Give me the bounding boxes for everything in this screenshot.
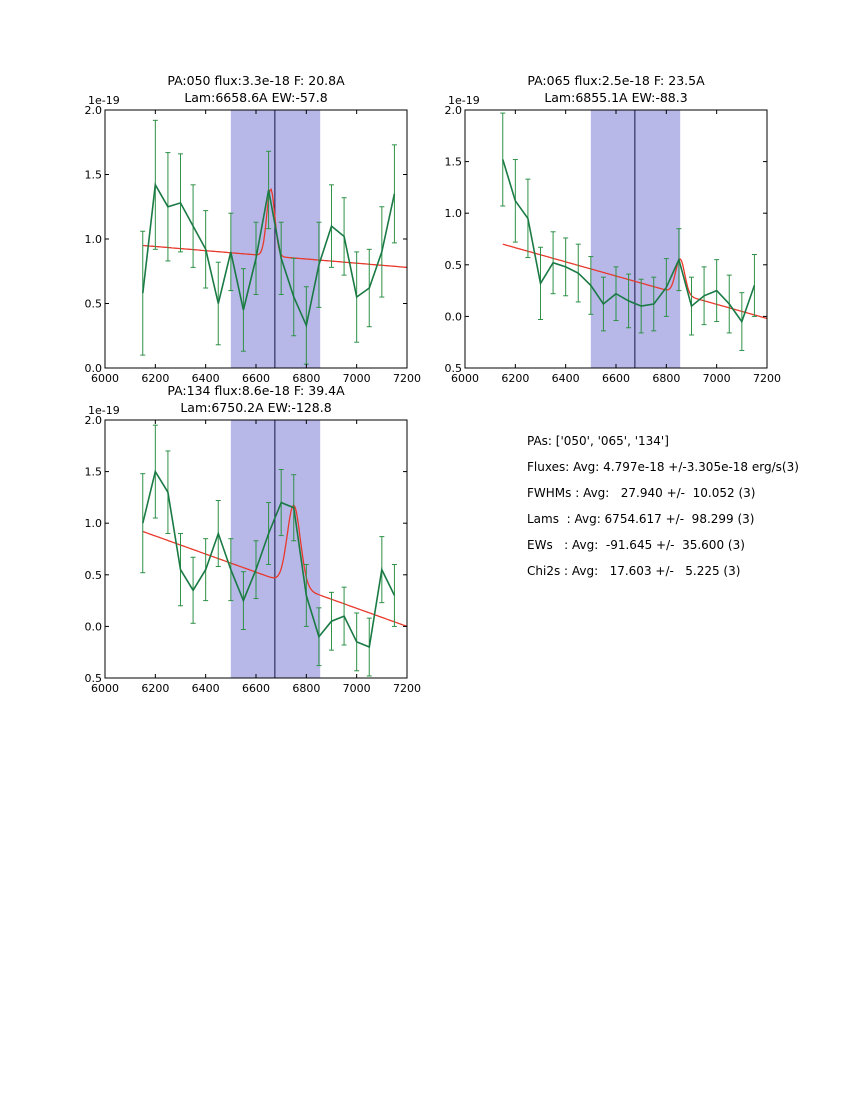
y-offset-label: 1e-19: [448, 94, 480, 107]
summary-line-fluxes: Fluxes: Avg: 4.797e-18 +/-3.305e-18 erg/…: [527, 460, 799, 474]
chart-pa134-svg: 6000 6200 6400 6600 6800 7000 7200 −0.5 0.0 0.5 1.…: [75, 383, 421, 695]
y-tick-label: −0.5: [85, 672, 102, 685]
chart-pa050-svg: 6000 6200 6400 6600 6800 7000 7200 0.0 0.5 1.0 1.5…: [85, 73, 422, 385]
x-tick-label: 6600: [242, 682, 270, 695]
summary-line-lams: Lams : Avg: 6754.617 +/- 98.299 (3): [527, 512, 755, 526]
y-tick-label: 1.5: [85, 466, 102, 479]
chart-title-line2: Lam:6658.6A EW:-57.8: [184, 90, 327, 105]
x-tick-label: 6800: [652, 372, 680, 385]
x-tick-label: 6800: [292, 372, 320, 385]
x-tick-label: 6400: [192, 372, 220, 385]
continuum-fit-line: [502, 243, 768, 320]
x-tick-label: 6800: [292, 682, 320, 695]
x-tick-label: 6200: [141, 682, 169, 695]
spectrum-line: [142, 469, 396, 649]
spectrum-line: [142, 182, 396, 329]
summary-line-fwhms: FWHMs : Avg: 27.940 +/- 10.052 (3): [527, 486, 756, 500]
y-offset-label: 1e-19: [88, 404, 120, 417]
continuum-fit-line: [142, 504, 408, 628]
chart-title-line2: Lam:6855.1A EW:-88.3: [544, 90, 687, 105]
summary-line-pas: PAs: ['050', '065', '134']: [527, 434, 669, 448]
y-tick-label: 2.0: [85, 104, 102, 117]
x-tick-label: 6400: [192, 682, 220, 695]
y-tick-label: 1.5: [85, 169, 102, 182]
chart-title-line2: Lam:6750.2A EW:-128.8: [180, 400, 331, 415]
spectrum-line: [502, 159, 756, 324]
y-tick-label: 0.5: [85, 298, 102, 311]
chart-title-line1: PA:134 flux:8.6e-18 F: 39.4A: [167, 383, 345, 398]
chart-pa065-svg: 6000 6200 6400 6600 6800 7000 7200 −0.5 0.0 0.5 1.…: [435, 73, 781, 385]
x-tick-label: 6200: [141, 372, 169, 385]
x-tick-label: 6000: [451, 372, 479, 385]
y-tick-label: 0.5: [445, 259, 462, 272]
y-tick-label: 0.5: [85, 569, 102, 582]
x-tick-label: 6400: [552, 372, 580, 385]
x-tick-label: 6000: [91, 682, 119, 695]
x-tick-label: 7000: [703, 372, 731, 385]
y-tick-label: −0.5: [445, 362, 462, 375]
y-tick-label: 2.0: [445, 104, 462, 117]
fit-window-band: [230, 420, 321, 678]
x-tick-label: 7200: [753, 372, 781, 385]
x-tick-label: 6000: [91, 372, 119, 385]
x-tick-label: 7000: [343, 682, 371, 695]
summary-panel: PAs: ['050', '065', '134'] Fluxes: Avg: …: [527, 428, 799, 584]
x-tick-label: 7200: [393, 682, 421, 695]
y-tick-label: 2.0: [85, 414, 102, 427]
y-offset-label: 1e-19: [88, 94, 120, 107]
y-tick-label: 1.0: [85, 517, 102, 530]
y-tick-label: 0.0: [85, 620, 102, 633]
continuum-fit-line: [142, 188, 408, 269]
y-tick-label: 0.0: [445, 310, 462, 323]
summary-line-chi2s: Chi2s : Avg: 17.603 +/- 5.225 (3): [527, 564, 741, 578]
chart-pa065: 6000 6200 6400 6600 6800 7000 7200 −0.5 0.0 0.5 1.…: [435, 70, 785, 398]
y-tick-label: 1.0: [445, 207, 462, 220]
x-tick-label: 6600: [242, 372, 270, 385]
y-tick-label: 1.0: [85, 233, 102, 246]
x-tick-label: 6200: [501, 372, 529, 385]
chart-title-line1: PA:065 flux:2.5e-18 F: 23.5A: [527, 73, 705, 88]
chart-pa134: 6000 6200 6400 6600 6800 7000 7200 −0.5 0.0 0.5 1.…: [75, 380, 425, 708]
x-tick-label: 7000: [343, 372, 371, 385]
chart-pa050: 6000 6200 6400 6600 6800 7000 7200 0.0 0.5 1.0 1.5…: [85, 70, 425, 398]
x-tick-label: 6600: [602, 372, 630, 385]
x-tick-label: 7200: [393, 372, 421, 385]
chart-title-line1: PA:050 flux:3.3e-18 F: 20.8A: [167, 73, 345, 88]
y-tick-label: 1.5: [445, 156, 462, 169]
fit-window-band: [590, 110, 681, 368]
y-tick-label: 0.0: [85, 362, 102, 375]
summary-line-ews: EWs : Avg: -91.645 +/- 35.600 (3): [527, 538, 745, 552]
